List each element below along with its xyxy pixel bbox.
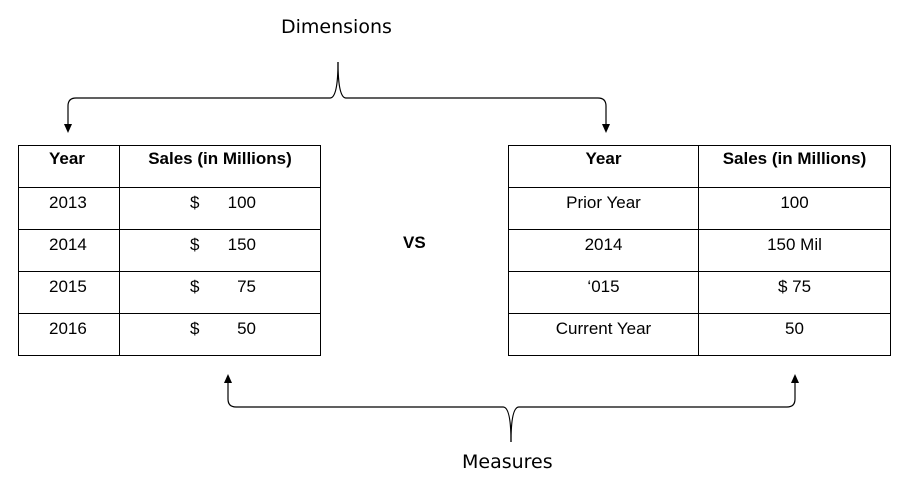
- currency-symbol: $: [190, 193, 200, 212]
- dimensions-arrow-right: [602, 124, 610, 133]
- dimensions-label: Dimensions: [281, 16, 392, 38]
- table-row: 2015 $75: [18, 271, 321, 314]
- measures-brace-right: [510, 383, 796, 443]
- table-row: 2014 150 Mil: [508, 229, 891, 272]
- sales-amount: 100: [227, 193, 256, 212]
- currency-symbol: $: [190, 235, 200, 254]
- dimensions-brace-right: [337, 61, 607, 124]
- header-year: Year: [18, 145, 120, 188]
- cell-sales: $150: [119, 229, 321, 272]
- dimensions-brace: [67, 61, 339, 124]
- right-table: Year Sales (in Millions) Prior Year 100 …: [508, 145, 891, 356]
- cell-year: 2015: [18, 271, 120, 314]
- measures-arrow-right: [791, 374, 799, 383]
- currency-symbol: $: [190, 277, 200, 296]
- table-row: Current Year 50: [508, 313, 891, 356]
- cell-year: 2014: [508, 229, 699, 272]
- cell-sales: 150 Mil: [698, 229, 891, 272]
- cell-year: Prior Year: [508, 187, 699, 230]
- dimensions-arrow-left: [64, 124, 72, 133]
- header-year: Year: [508, 145, 699, 188]
- sales-amount: 75: [237, 277, 256, 296]
- sales-amount: 150: [227, 235, 256, 254]
- sales-amount: 50: [237, 319, 256, 338]
- measures-label: Measures: [462, 451, 553, 473]
- cell-sales: 50: [698, 313, 891, 356]
- table-row: 2016 $50: [18, 313, 321, 356]
- measures-arrow-left: [224, 374, 232, 383]
- measures-brace: [227, 383, 512, 443]
- table-row: 2013 $100: [18, 187, 321, 230]
- cell-year: 2016: [18, 313, 120, 356]
- cell-sales: $100: [119, 187, 321, 230]
- table-row: ‘015 $ 75: [508, 271, 891, 314]
- cell-year: 2013: [18, 187, 120, 230]
- vs-label: VS: [403, 233, 426, 252]
- left-table: Year Sales (in Millions) 2013 $100 2014 …: [18, 145, 321, 356]
- cell-sales: 100: [698, 187, 891, 230]
- cell-sales: $ 75: [698, 271, 891, 314]
- currency-symbol: $: [190, 319, 200, 338]
- table-row: 2014 $150: [18, 229, 321, 272]
- table-row: Prior Year 100: [508, 187, 891, 230]
- table-header-row: Year Sales (in Millions): [18, 145, 321, 188]
- table-header-row: Year Sales (in Millions): [508, 145, 891, 188]
- cell-year: 2014: [18, 229, 120, 272]
- cell-sales: $50: [119, 313, 321, 356]
- cell-year: Current Year: [508, 313, 699, 356]
- header-sales: Sales (in Millions): [698, 145, 891, 188]
- cell-sales: $75: [119, 271, 321, 314]
- cell-year: ‘015: [508, 271, 699, 314]
- header-sales: Sales (in Millions): [119, 145, 321, 188]
